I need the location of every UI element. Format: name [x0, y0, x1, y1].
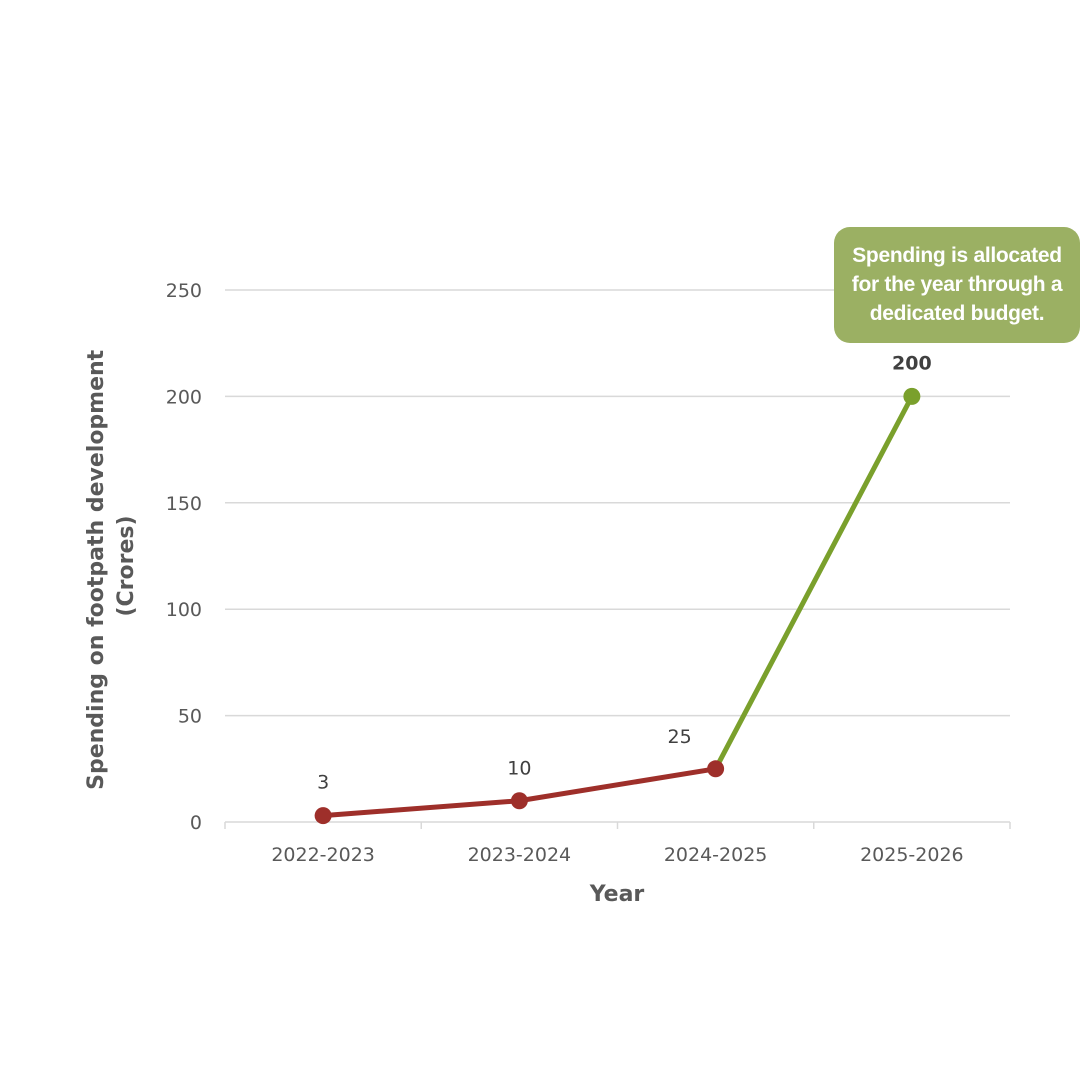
y-axis-ticks: 0 50 100 150 200 250 [166, 280, 202, 834]
y-tick-label: 150 [166, 493, 202, 515]
x-tick-label: 2023-2024 [468, 844, 572, 866]
series-lines [320, 393, 915, 819]
data-label: 200 [892, 352, 932, 374]
x-tick-label: 2025-2026 [860, 844, 964, 866]
series-line-segment [713, 393, 915, 772]
x-tick-label: 2024-2025 [664, 844, 768, 866]
data-point [707, 760, 725, 778]
series-points [314, 387, 921, 825]
data-labels: 3 10 25 200 [317, 352, 932, 793]
y-axis-title-line-1: Spending on footpath development [84, 349, 109, 790]
x-tick-label: 2022-2023 [271, 844, 375, 866]
y-tick-label: 200 [166, 386, 202, 408]
y-tick-label: 250 [166, 280, 202, 302]
annotation-callout: Spending is allocated for the year throu… [834, 227, 1080, 343]
data-point [314, 807, 332, 825]
data-label: 3 [317, 772, 329, 794]
y-tick-label: 50 [178, 706, 202, 728]
gridlines [225, 289, 1010, 717]
data-point [903, 387, 921, 405]
x-axis-title: Year [589, 882, 645, 907]
y-axis-title: Spending on footpath development (Crores… [84, 342, 139, 790]
data-point [510, 792, 528, 810]
data-label: 25 [668, 726, 692, 748]
x-axis: 2022-2023 2023-2024 2024-2025 2025-2026 [224, 821, 1011, 866]
data-label: 10 [507, 758, 531, 780]
y-axis-title-line-2: (Crores) [114, 515, 139, 616]
y-tick-label: 100 [166, 599, 202, 621]
y-tick-label: 0 [190, 812, 202, 834]
